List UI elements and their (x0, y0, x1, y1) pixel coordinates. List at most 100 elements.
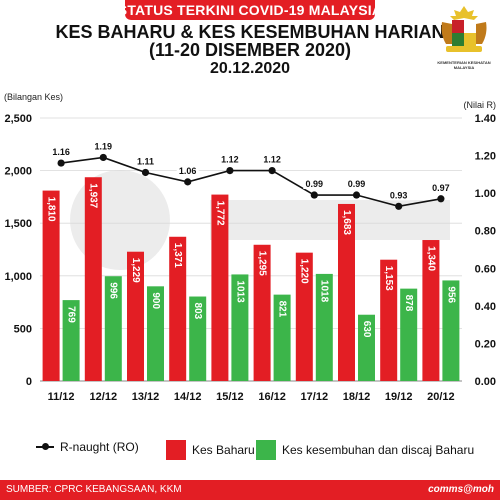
rnaught-label-bg (176, 165, 199, 176)
cases-combo-chart: (Bilangan Kes) (Nilai R) 0 500 1,000 1,500 2… (4, 92, 497, 403)
legend-label-rnaught: R-naught (RO) (60, 440, 139, 454)
y-tick-label: 0 (26, 376, 32, 388)
status-banner: STATUS TERKINI COVID-19 MALAYSIA (0, 0, 500, 22)
bar-label-new-cases: 1,810 (45, 197, 56, 222)
rnaught-point (352, 191, 361, 199)
rnaught-label: 0.99 (306, 179, 324, 189)
bar-label-recoveries: 878 (403, 295, 414, 312)
bar-recoveries (189, 296, 207, 381)
rnaught-label-bg (261, 154, 284, 165)
bar-new-cases (422, 240, 440, 381)
legend-swatch-green-icon (256, 440, 276, 460)
y2-tick-label: 0.40 (475, 301, 496, 313)
x-tick-label: 13/12 (132, 391, 160, 403)
rnaught-label-bg (387, 190, 410, 201)
bar-label-recoveries: 821 (276, 301, 287, 318)
y-tick-label: 1,000 (4, 271, 32, 283)
bar-recoveries (273, 294, 291, 381)
footer-bar: SUMBER: CPRC KEBANGSAAN, KKM comms@moh (0, 480, 500, 500)
x-tick-label: 18/12 (343, 391, 371, 403)
bar-recoveries (442, 280, 460, 381)
rnaught-point (395, 202, 403, 210)
chart-title-line1: KES BAHARU & KES KESEMBUHAN HARIAN (55, 22, 445, 42)
x-tick-label: 14/12 (174, 391, 202, 403)
rnaught-label-bg (92, 141, 115, 152)
x-tick-label: 19/12 (385, 391, 413, 403)
rnaught-line (60, 156, 442, 208)
y2-tick-label: 1.40 (475, 113, 496, 125)
legend-line-marker-icon (36, 443, 54, 450)
y-tick-label: 1,500 (4, 218, 32, 230)
y-axis-label: (Bilangan Kes) (4, 92, 63, 102)
coat-of-arms-icon (441, 6, 487, 52)
rnaught-label: 1.19 (95, 141, 113, 151)
bar-label-recoveries: 630 (361, 321, 372, 338)
bar-label-recoveries: 1018 (319, 280, 330, 303)
bar-new-cases (169, 236, 187, 381)
y2-axis-label: (Nilai R) (464, 100, 497, 110)
y-tick-label: 500 (14, 323, 32, 335)
emblem-label: KEMENTERIAN KESIHATAN MALAYSIA (437, 60, 491, 70)
rnaught-label: 1.12 (221, 155, 239, 165)
rnaught-label: 1.12 (263, 155, 281, 165)
rnaught-label-bg (303, 179, 326, 190)
legend-item-new-cases: Kes Baharu (166, 440, 255, 460)
bar-recoveries (358, 314, 375, 381)
bar-label-new-cases: 1,295 (256, 251, 267, 276)
rnaught-point (310, 191, 318, 199)
y2-tick-label: 1.20 (475, 151, 496, 163)
bar-new-cases (211, 194, 229, 381)
bar-recoveries (231, 274, 249, 381)
header: STATUS TERKINI COVID-19 MALAYSIA KES BAH… (0, 0, 500, 88)
legend-item-recoveries: Kes kesembuhan dan discaj Baharu (256, 440, 474, 460)
bar-label-new-cases: 1,371 (172, 243, 183, 268)
bar-label-new-cases: 1,220 (299, 259, 310, 284)
bar-recoveries (62, 300, 80, 381)
rnaught-label: 0.97 (432, 183, 450, 193)
source-text: SUMBER: CPRC KEBANGSAAN, KKM (6, 484, 182, 495)
bar-label-new-cases: 1,153 (383, 266, 394, 291)
rnaught-label-bg (134, 156, 157, 167)
rnaught-label-bg (50, 147, 73, 158)
rnaught-point (141, 168, 150, 177)
chart-legend: R-naught (RO) Kes Baharu Kes kesembuhan … (0, 432, 500, 468)
rnaught-point (57, 159, 65, 167)
chart-title-line2: (11-20 DISEMBER 2020) (148, 40, 352, 60)
legend-label-recoveries: Kes kesembuhan dan discaj Baharu (282, 443, 475, 457)
bar-label-new-cases: 1,937 (88, 183, 99, 208)
bar-recoveries (104, 276, 122, 381)
bar-label-new-cases: 1,683 (341, 210, 352, 235)
bar-label-new-cases: 1,340 (425, 246, 436, 271)
bar-label-recoveries: 996 (108, 282, 119, 299)
bar-new-cases (127, 251, 144, 381)
rnaught-label: 1.16 (52, 147, 70, 157)
bar-label-recoveries: 1013 (234, 280, 245, 303)
bar-recoveries (315, 273, 333, 381)
x-tick-label: 15/12 (216, 391, 244, 403)
brand-handle: comms@moh (428, 484, 494, 495)
y2-tick-label: 0.80 (475, 226, 496, 238)
x-tick-label: 17/12 (301, 391, 329, 403)
status-banner-text: STATUS TERKINI COVID-19 MALAYSIA (117, 2, 383, 18)
rnaught-point (226, 167, 234, 175)
legend-label-new-cases: Kes Baharu (192, 443, 255, 457)
bar-new-cases (380, 259, 398, 381)
bar-label-recoveries: 900 (150, 292, 161, 309)
bar-recoveries (147, 286, 164, 381)
bar-new-cases (42, 190, 60, 381)
bar-label-recoveries: 769 (65, 306, 76, 323)
x-tick-label: 20/12 (427, 391, 455, 403)
y-tick-label: 2,500 (4, 113, 32, 125)
bar-new-cases (84, 177, 102, 381)
rnaught-label-bg (345, 179, 368, 190)
rnaught-label: 0.99 (348, 179, 366, 189)
y-tick-label: 2,000 (4, 166, 32, 178)
y2-tick-label: 0.20 (475, 338, 496, 350)
rnaught-label: 1.11 (137, 156, 154, 166)
report-date: 20.12.2020 (209, 60, 291, 77)
rnaught-label: 1.06 (179, 166, 197, 176)
rnaught-label-bg (429, 182, 452, 193)
y2-tick-label: 0.60 (475, 263, 496, 275)
x-tick-label: 16/12 (258, 391, 286, 403)
rnaught-point (99, 153, 107, 162)
